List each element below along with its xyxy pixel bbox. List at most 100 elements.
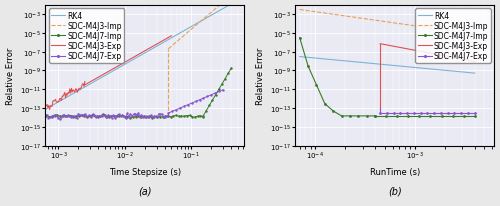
SDC-M4J3-Imp [181, 35, 187, 37]
SDC-M4J7-Exp [185, 104, 191, 107]
SDC-M4J3-Imp [196, 22, 202, 24]
SDC-M4J7-Exp [208, 94, 214, 97]
SDC-M4J3-Imp [204, 15, 210, 18]
SDC-M4J7-Imp [225, 73, 231, 75]
SDC-M4J7-Exp [181, 106, 187, 108]
X-axis label: RunTime (s): RunTime (s) [370, 167, 420, 176]
SDC-M4J7-Exp [166, 112, 172, 115]
SDC-M4J7-Imp [356, 115, 362, 118]
RK4 [334, 60, 340, 62]
SDC-M4J7-Exp [398, 112, 404, 115]
SDC-M4J3-Imp [224, 0, 230, 1]
SDC-M4J7-Imp [330, 110, 336, 113]
SDC-M4J3-Exp [114, 66, 119, 69]
RK4 [434, 69, 440, 71]
SDC-M4J7-Exp [192, 101, 198, 103]
RK4 [422, 68, 428, 70]
RK4 [74, 91, 80, 93]
Y-axis label: Relative Error: Relative Error [256, 47, 264, 104]
SDC-M4J3-Exp [104, 71, 110, 74]
RK4 [346, 61, 352, 63]
SDC-M4J7-Imp [314, 84, 320, 87]
Line: SDC-M4J3-Exp: SDC-M4J3-Exp [85, 37, 172, 85]
SDC-M4J3-Exp [164, 38, 170, 40]
SDC-M4J7-Imp [222, 78, 228, 81]
RK4 [372, 63, 378, 66]
SDC-M4J7-Imp [212, 94, 218, 97]
SDC-M4J7-Exp [169, 111, 175, 113]
SDC-M4J3-Imp [189, 28, 195, 31]
SDC-M4J3-Exp [128, 59, 134, 61]
Text: (b): (b) [388, 185, 402, 195]
SDC-M4J3-Imp [409, 25, 415, 28]
SDC-M4J7-Exp [196, 99, 202, 102]
SDC-M4J7-Exp [216, 91, 222, 93]
SDC-M4J3-Exp [427, 53, 433, 55]
SDC-M4J7-Exp [384, 112, 390, 115]
SDC-M4J7-Exp [411, 112, 417, 115]
SDC-M4J3-Imp [200, 18, 206, 21]
SDC-M4J3-Exp [109, 69, 115, 71]
SDC-M4J3-Exp [382, 44, 388, 47]
SDC-M4J7-Exp [212, 92, 218, 95]
SDC-M4J7-Exp [465, 112, 471, 115]
RK4 [40, 109, 46, 112]
SDC-M4J3-Imp [169, 45, 175, 47]
RK4 [103, 74, 109, 77]
SDC-M4J7-Exp [424, 112, 430, 115]
SDC-M4J7-Exp [177, 107, 183, 110]
SDC-M4J3-Exp [150, 46, 156, 48]
RK4 [296, 56, 302, 59]
RK4 [322, 59, 328, 61]
Line: SDC-M4J7-Imp: SDC-M4J7-Imp [202, 68, 232, 118]
SDC-M4J7-Exp [188, 102, 194, 105]
SDC-M4J7-Imp [322, 103, 328, 105]
SDC-M4J7-Imp [210, 99, 216, 102]
SDC-M4J3-Imp [193, 25, 199, 27]
RK4 [459, 71, 465, 74]
RK4 [162, 41, 168, 43]
SDC-M4J7-Imp [200, 115, 206, 118]
SDC-M4J3-Exp [417, 51, 423, 53]
RK4 [472, 73, 478, 75]
SDC-M4J7-Exp [418, 112, 424, 115]
Line: SDC-M4J7-Exp: SDC-M4J7-Exp [167, 89, 224, 115]
SDC-M4J7-Exp [472, 112, 478, 115]
SDC-M4J3-Imp [296, 9, 302, 12]
RK4 [359, 62, 365, 64]
SDC-M4J7-Imp [206, 105, 212, 107]
SDC-M4J7-Exp [458, 112, 464, 115]
SDC-M4J3-Exp [412, 50, 418, 52]
SDC-M4J3-Imp [177, 38, 183, 41]
SDC-M4J3-Exp [132, 56, 138, 58]
SDC-M4J3-Exp [100, 74, 106, 76]
SDC-M4J3-Exp [397, 47, 403, 49]
SDC-M4J7-Imp [372, 115, 378, 118]
SDC-M4J3-Imp [472, 34, 478, 36]
SDC-M4J7-Exp [377, 112, 383, 115]
RK4 [106, 72, 112, 75]
SDC-M4J3-Exp [123, 61, 129, 63]
SDC-M4J7-Exp [204, 96, 210, 98]
SDC-M4J7-Exp [200, 97, 206, 100]
SDC-M4J3-Exp [377, 43, 383, 46]
SDC-M4J3-Imp [396, 23, 402, 26]
SDC-M4J7-Imp [203, 110, 209, 112]
SDC-M4J3-Exp [457, 58, 463, 61]
SDC-M4J3-Exp [462, 59, 468, 62]
SDC-M4J3-Imp [422, 27, 428, 29]
SDC-M4J3-Exp [392, 46, 398, 48]
Legend: RK4, SDC-M4J3-Imp, SDC-M4J7-Imp, SDC-M4J3-Exp, SDC-M4J7-Exp: RK4, SDC-M4J3-Imp, SDC-M4J7-Imp, SDC-M4J… [416, 9, 490, 63]
SDC-M4J3-Imp [334, 14, 340, 17]
SDC-M4J3-Exp [118, 64, 124, 66]
RK4 [309, 57, 315, 60]
SDC-M4J3-Imp [173, 42, 179, 44]
SDC-M4J7-Exp [444, 112, 450, 115]
Line: SDC-M4J7-Imp: SDC-M4J7-Imp [298, 37, 376, 118]
RK4 [90, 82, 96, 84]
RK4 [234, 0, 240, 2]
SDC-M4J3-Imp [446, 30, 452, 33]
SDC-M4J3-Exp [96, 76, 102, 79]
SDC-M4J7-Imp [347, 115, 353, 118]
SDC-M4J3-Exp [159, 41, 165, 43]
